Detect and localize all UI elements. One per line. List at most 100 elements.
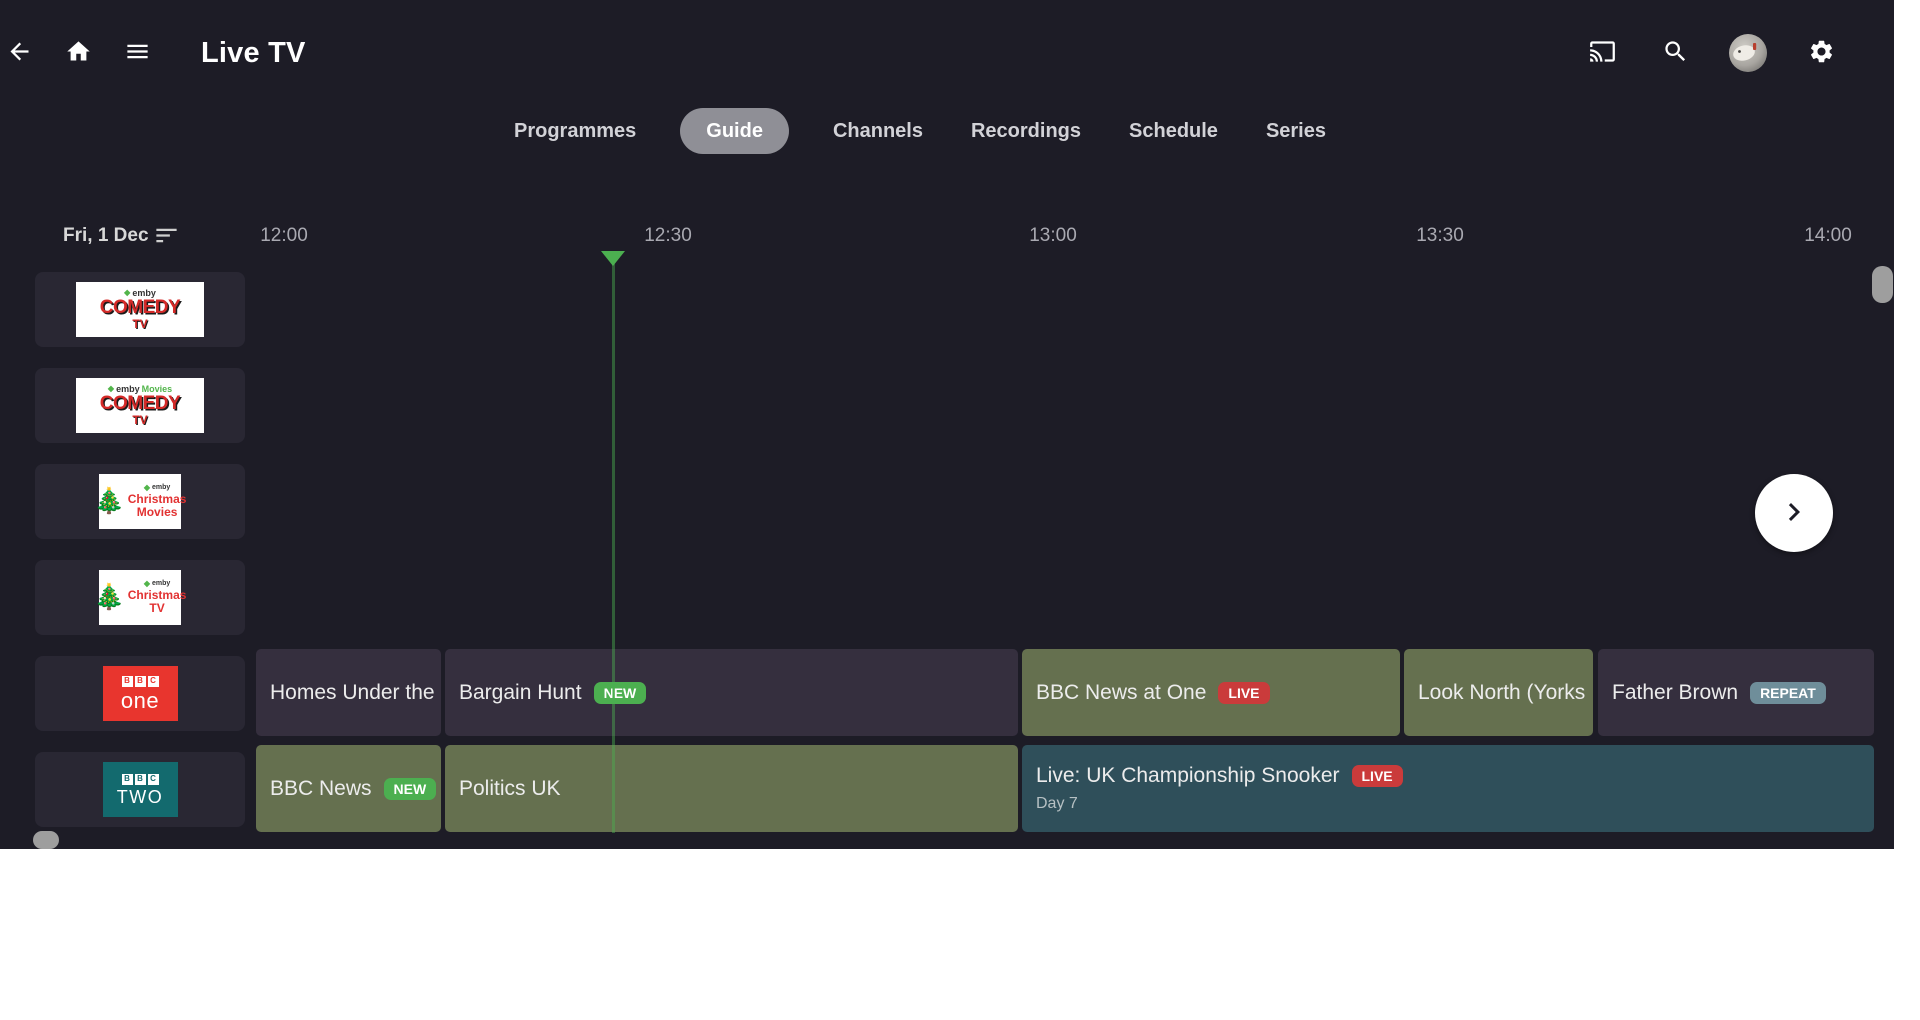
channel-logo-subtitle: TV xyxy=(132,317,148,332)
time-label: 14:00 xyxy=(1804,225,1852,246)
page-title: Live TV xyxy=(201,36,306,69)
channel-logo-comedy-movies: ◆ emby Movies COMEDY TV xyxy=(76,378,204,433)
tab-guide[interactable]: Guide xyxy=(680,108,789,154)
time-label: 12:30 xyxy=(644,225,692,246)
channel-logo-title: Christmas xyxy=(127,491,187,506)
badge-new: NEW xyxy=(593,681,647,704)
cast-icon xyxy=(1589,38,1616,68)
programme-title: Father Brown xyxy=(1612,680,1739,704)
bbc-block-letter: B xyxy=(121,773,133,785)
settings-button[interactable] xyxy=(1802,34,1840,72)
emby-brand-line: ◆ emby xyxy=(124,288,156,299)
channel-logo-subtitle: TV xyxy=(132,413,148,428)
back-icon xyxy=(6,38,33,68)
emby-brand-text: emby xyxy=(152,483,171,491)
guide-tabs: Programmes Guide Channels Recordings Schedul… xyxy=(0,108,1867,154)
tab-channels[interactable]: Channels xyxy=(829,109,927,153)
programme-cell[interactable]: Bargain Hunt NEW xyxy=(445,649,1018,736)
programme-title-line: Father Brown REPEAT xyxy=(1612,681,1874,705)
channel-logo-bbc-two: B B C TWO xyxy=(102,762,178,817)
tab-programmes[interactable]: Programmes xyxy=(510,109,640,153)
channel-logo-text: ◆ emby Christmas TV xyxy=(128,579,187,616)
channel-comedy-tv[interactable]: ◆ emby COMEDY TV xyxy=(35,272,245,347)
guide-date: Fri, 1 Dec xyxy=(63,225,149,246)
channel-comedy-movies[interactable]: ◆ emby Movies COMEDY TV xyxy=(35,368,245,443)
home-icon xyxy=(65,38,92,68)
avatar[interactable] xyxy=(1729,34,1767,72)
cast-button[interactable] xyxy=(1583,34,1621,72)
emby-diamond-icon: ◆ xyxy=(124,288,131,298)
avatar-image xyxy=(1729,34,1767,72)
channel-bbc-two[interactable]: B B C TWO xyxy=(35,752,245,827)
settings-icon xyxy=(1808,38,1835,68)
emby-brand-text: emby xyxy=(152,579,171,587)
programme-title-line: Live: UK Championship Snooker LIVE xyxy=(1036,764,1874,788)
programme-subtitle: Day 7 xyxy=(1036,795,1078,812)
programme-cell[interactable]: Look North (Yorks xyxy=(1404,649,1593,736)
programme-cell[interactable]: Homes Under the xyxy=(256,649,441,736)
channel-logo-title: COMEDY xyxy=(99,393,181,415)
bbc-block-letter: B xyxy=(121,675,133,687)
programme-title-line: Homes Under the xyxy=(270,681,441,705)
menu-button[interactable] xyxy=(118,34,156,72)
channel-logo-comedy-tv: ◆ emby COMEDY TV xyxy=(76,282,204,337)
channel-christmas-tv[interactable]: 🎄 ◆ emby Christmas TV xyxy=(35,560,245,635)
badge-new: NEW xyxy=(383,777,437,800)
live-tv-app: Live TV Programmes Guide Channels Recording… xyxy=(0,0,1894,849)
time-label: 13:30 xyxy=(1416,225,1464,246)
emby-diamond-icon: ◆ xyxy=(143,578,150,588)
channel-logo-title: TWO xyxy=(116,786,164,807)
back-button[interactable] xyxy=(0,34,38,72)
programme-title: Homes Under the xyxy=(270,680,435,704)
search-icon xyxy=(1662,38,1689,68)
programme-cell[interactable]: Politics UK xyxy=(445,745,1018,832)
programme-cell[interactable]: Father Brown REPEAT xyxy=(1598,649,1874,736)
horizontal-scrollbar-thumb[interactable] xyxy=(33,831,59,849)
programme-cell[interactable]: BBC News at One LIVE xyxy=(1022,649,1400,736)
home-button[interactable] xyxy=(59,34,97,72)
channel-logo-christmas-movies: 🎄 ◆ emby Christmas Movies xyxy=(94,474,186,529)
tab-series[interactable]: Series xyxy=(1262,109,1330,153)
programme-cell[interactable]: Live: UK Championship Snooker LIVE Day 7 xyxy=(1022,745,1874,832)
topbar-left: Live TV xyxy=(0,34,306,72)
sort-button[interactable] xyxy=(150,222,182,252)
programme-title: Bargain Hunt xyxy=(459,680,582,704)
channel-logo-christmas-tv: 🎄 ◆ emby Christmas TV xyxy=(94,570,186,625)
sort-icon xyxy=(153,222,180,252)
time-label: 13:00 xyxy=(1029,225,1077,246)
bbc-block-letter: C xyxy=(147,773,159,785)
programme-title: BBC News at One xyxy=(1036,680,1207,704)
emby-diamond-icon: ◆ xyxy=(107,384,115,394)
guide-page-next-button[interactable] xyxy=(1755,474,1833,552)
badge-repeat: REPEAT xyxy=(1750,681,1826,704)
channel-christmas-movies[interactable]: 🎄 ◆ emby Christmas Movies xyxy=(35,464,245,539)
tab-recordings[interactable]: Recordings xyxy=(967,109,1085,153)
time-label: 12:00 xyxy=(260,225,308,246)
channel-logo-subtitle: Movies xyxy=(136,505,178,520)
now-time-marker xyxy=(601,251,625,266)
programme-title: Politics UK xyxy=(459,776,561,800)
bbc-block-letter: B xyxy=(134,675,146,687)
emby-brand-text: emby xyxy=(132,287,156,298)
emby-brand-text: emby xyxy=(116,383,140,394)
emby-diamond-icon: ◆ xyxy=(143,482,150,492)
channel-logo-text: ◆ emby Christmas Movies xyxy=(128,483,187,520)
badge-live: LIVE xyxy=(1351,765,1403,787)
vertical-scrollbar-thumb[interactable] xyxy=(1872,266,1893,303)
tab-schedule[interactable]: Schedule xyxy=(1125,109,1222,153)
now-time-line xyxy=(612,264,615,833)
programme-cell[interactable]: BBC News NEW xyxy=(256,745,441,832)
bbc-block-letter: C xyxy=(147,675,159,687)
christmas-tree-icon: 🎄 xyxy=(93,487,125,515)
christmas-tree-icon: 🎄 xyxy=(93,583,125,611)
programme-title-line: BBC News NEW xyxy=(270,777,441,801)
programme-title-line: Bargain Hunt NEW xyxy=(459,681,1018,705)
emby-brand-line: ◆ emby xyxy=(144,579,170,589)
programme-title-line: BBC News at One LIVE xyxy=(1036,681,1400,705)
bbc-block-letter: B xyxy=(134,773,146,785)
channel-logo-subtitle: TV xyxy=(149,601,165,616)
programme-title: BBC News xyxy=(270,776,372,800)
search-button[interactable] xyxy=(1656,34,1694,72)
